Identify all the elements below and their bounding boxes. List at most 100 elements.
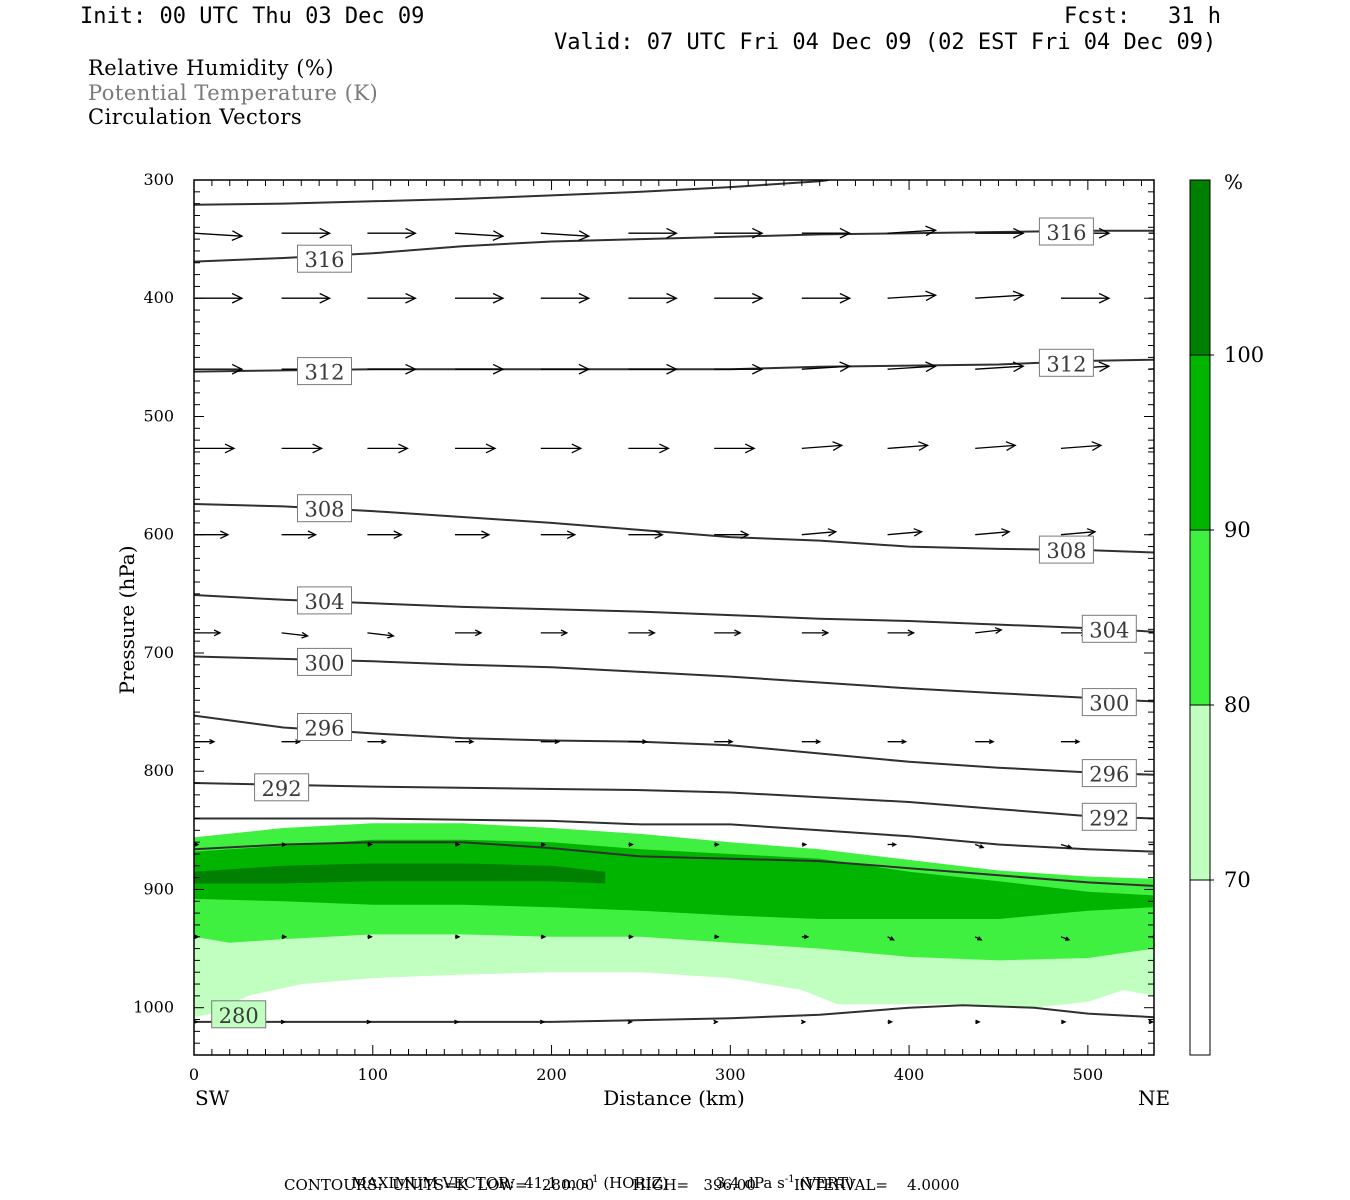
circulation-vector-head <box>366 1019 372 1025</box>
right-end-label: NE <box>1138 1086 1170 1110</box>
circulation-vector-head <box>727 739 734 745</box>
contour-label-312: 312 <box>1046 352 1086 376</box>
contour-label-box <box>1038 217 1094 246</box>
circulation-vector-head <box>801 842 808 847</box>
circulation-vector <box>975 294 1024 299</box>
cross-section-figure: 280 292 292 296 296 300 300 304 304 308 308 312 312 3… <box>115 170 1264 1110</box>
circulation-vector-head <box>925 361 938 373</box>
x-axis-title: Distance (km) <box>603 1086 745 1110</box>
circulation-vector-head <box>666 363 678 375</box>
circulation-vector-head <box>1155 843 1159 847</box>
circulation-vector <box>1060 531 1096 536</box>
circulation-vector-head <box>994 627 1003 634</box>
circulation-vector-head <box>628 934 634 940</box>
x-axis-tick-labels: 0 100 200 300 400 500 <box>189 1065 1103 1084</box>
y-tick-label: 1000 <box>133 998 174 1017</box>
theta-contour-284 <box>194 841 1154 887</box>
circulation-vector-head <box>492 230 505 242</box>
circulation-vector-head <box>713 1019 719 1025</box>
contour-label-box <box>297 586 352 615</box>
theta-contour-312 <box>194 358 1154 373</box>
circulation-vector-head <box>654 530 664 539</box>
y-tick-label: 500 <box>143 407 174 426</box>
max-vector-line: MAXIMUM VECTOR: 41.1 m s-1 (HORIZ) 3.4 d… <box>342 1156 854 1192</box>
horiz-exponent: -1 <box>588 1174 599 1185</box>
x-tick-label: 0 <box>189 1065 199 1084</box>
theta-contour-320 <box>194 180 829 206</box>
circulation-vector-head <box>307 530 318 539</box>
circulation-vector-head <box>540 842 547 847</box>
circulation-vector-head <box>231 292 244 304</box>
y-tick-label: 800 <box>143 761 174 780</box>
circulation-vector-head <box>578 292 591 304</box>
colorbar-bin <box>1190 180 1210 355</box>
circulation-vector-head <box>381 739 387 745</box>
circulation-vector-head <box>1169 630 1175 636</box>
circulation-vector-head <box>907 629 916 637</box>
circulation-vector-head <box>492 363 505 375</box>
circulation-vector-head <box>393 530 403 539</box>
y-axis-tick-labels: 300 400 500 600 700 800 900 1000 <box>133 170 174 1017</box>
circulation-vector <box>887 365 936 370</box>
circulation-vector-head <box>821 629 830 637</box>
circulation-vector-head <box>554 739 561 745</box>
y-tick-label: 900 <box>143 880 174 899</box>
circulation-vector-head <box>1098 361 1111 373</box>
circulation-vector-head <box>281 842 288 847</box>
circulation-vector-head <box>1012 361 1025 373</box>
y-tick-label: 300 <box>143 170 174 189</box>
colorbar-label: 90 <box>1224 518 1251 542</box>
circulation-vector-head <box>1013 227 1025 239</box>
circulation-vector-head <box>666 227 678 239</box>
circulation-vector-head <box>734 629 742 637</box>
circulation-vector-head <box>474 629 483 637</box>
circulation-vector-head <box>387 631 395 639</box>
contour-label-box <box>297 647 352 676</box>
circulation-vector <box>367 632 394 637</box>
circulation-vector-head <box>468 739 475 745</box>
circulation-vector-head <box>1098 227 1111 239</box>
circulation-vector-head <box>1098 292 1111 304</box>
circulation-vector-head <box>578 230 591 242</box>
circulation-vector-head <box>224 443 236 454</box>
circulation-vector-head <box>209 738 216 745</box>
circulation-vector-head <box>454 1019 460 1025</box>
contour-labels: 280 292 292 296 296 300 300 304 304 308 308 312 312 3… <box>211 217 1137 1029</box>
circulation-vector-head <box>455 842 461 847</box>
circulation-vector-head <box>405 363 417 375</box>
circulation-vector-head <box>714 934 720 940</box>
contour-label-box <box>297 244 352 273</box>
theta-contour-316 <box>194 229 1154 263</box>
circulation-vector <box>975 629 1002 634</box>
contour-label-308: 308 <box>1046 539 1086 563</box>
colorbar-label: 80 <box>1224 693 1251 717</box>
circulation-vector-head <box>571 443 583 454</box>
colorbar-bin <box>1190 705 1210 880</box>
circulation-vector-head <box>398 443 409 454</box>
circulation-vector-head <box>815 739 822 745</box>
circulation-vector-head <box>1091 441 1103 451</box>
x-tick-label: 100 <box>358 1065 389 1084</box>
vert-tag: (VERT) <box>799 1174 854 1192</box>
circulation-vector-head <box>659 443 670 454</box>
colorbar-label: 70 <box>1224 868 1251 892</box>
left-end-label: SW <box>195 1086 230 1110</box>
circulation-vector <box>281 632 308 637</box>
rh-region-100 <box>194 863 606 884</box>
circulation-vector-head <box>1065 936 1071 941</box>
circulation-vector <box>887 294 936 299</box>
legend-relative-humidity: Relative Humidity (%) <box>88 56 335 80</box>
circulation-vector-head <box>889 936 895 941</box>
contour-label-box <box>254 773 310 802</box>
contour-label-296: 296 <box>304 717 344 741</box>
contour-label-312: 312 <box>304 361 344 385</box>
contour-label-box <box>297 357 352 386</box>
circulation-vector-head <box>1061 1019 1067 1025</box>
circulation-vector <box>454 232 504 237</box>
circulation-vector-head <box>312 443 324 454</box>
circulation-vector-head <box>988 739 995 745</box>
circulation-vector-head <box>913 528 924 537</box>
circulation-vector-head <box>918 441 930 451</box>
circulation-vector-head <box>405 227 417 239</box>
circulation-vector-head <box>839 227 852 239</box>
